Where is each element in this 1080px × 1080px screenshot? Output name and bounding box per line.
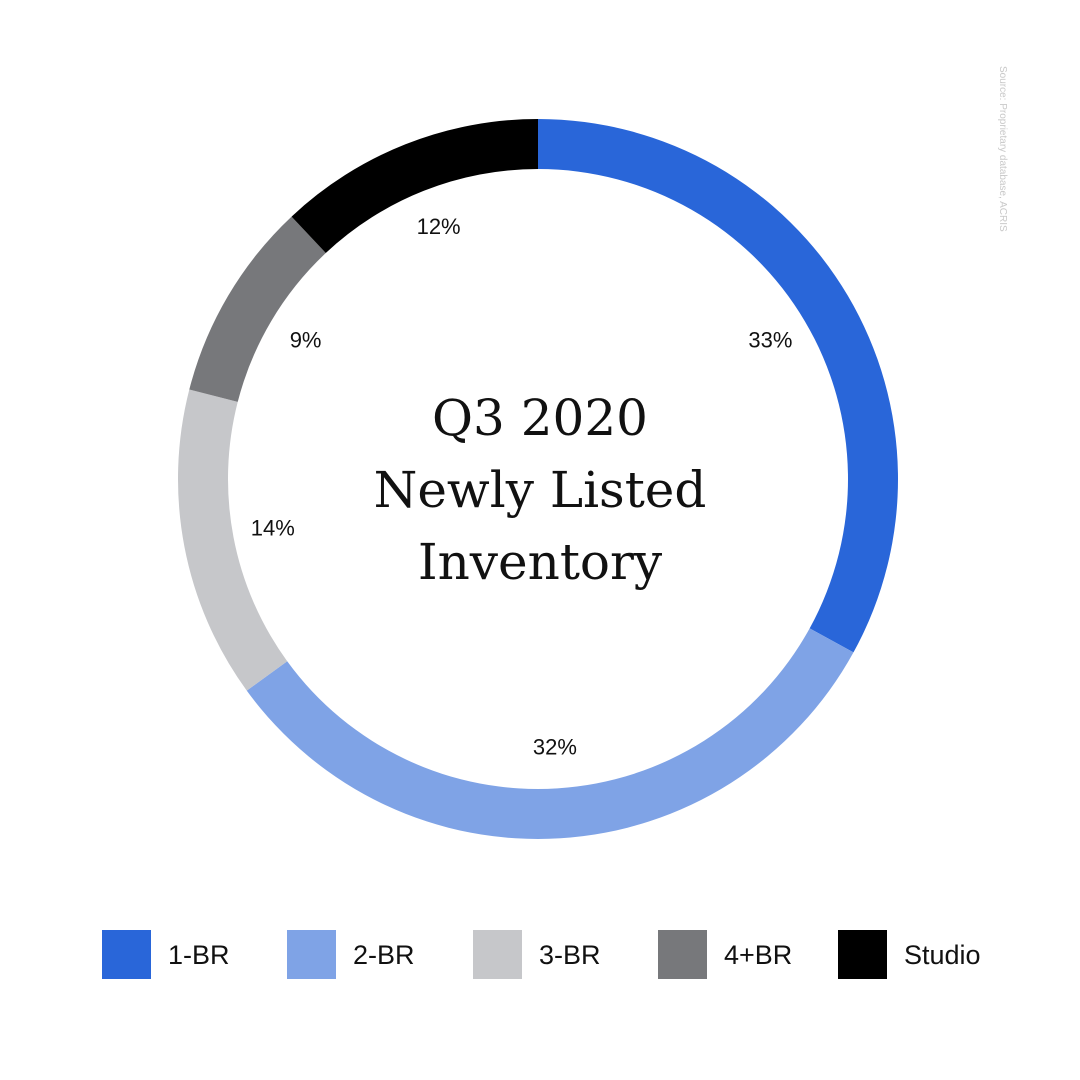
slice-label-4plusbr: 9% (290, 327, 322, 352)
legend: 1-BR 2-BR 3-BR 4+BR Studio (102, 930, 1002, 980)
legend-label-1br: 1-BR (168, 940, 230, 970)
slice-label-2-br: 32% (533, 734, 577, 759)
legend-swatch-1br (102, 930, 151, 979)
chart-title-line-2: Newly Listed (373, 461, 707, 519)
slice-2-br (246, 628, 854, 839)
slice-studio (291, 119, 538, 254)
legend-label-4br: 4+BR (724, 940, 793, 970)
slice-label-3-br: 14% (251, 515, 295, 540)
chart-title: Q3 2020 Newly Listed Inventory (340, 382, 740, 598)
slice-3-br (177, 389, 288, 691)
chart-title-line-3: Inventory (417, 533, 663, 591)
source-note: Source: Proprietary database, ACRIS (997, 66, 1008, 232)
legend-label-3br: 3-BR (539, 940, 601, 970)
legend-swatch-4br (658, 930, 707, 979)
legend-label-2br: 2-BR (353, 940, 415, 970)
legend-swatch-3br (473, 930, 522, 979)
slice-label-1-br: 33% (748, 327, 792, 352)
legend-swatch-2br (287, 930, 336, 979)
slice-label-studio: 12% (417, 214, 461, 239)
legend-swatch-studio (838, 930, 887, 979)
chart-title-line-1: Q3 2020 (432, 389, 648, 447)
legend-label-studio: Studio (904, 940, 981, 970)
slice-1-br (538, 119, 899, 653)
slice-4plusbr (189, 216, 326, 402)
